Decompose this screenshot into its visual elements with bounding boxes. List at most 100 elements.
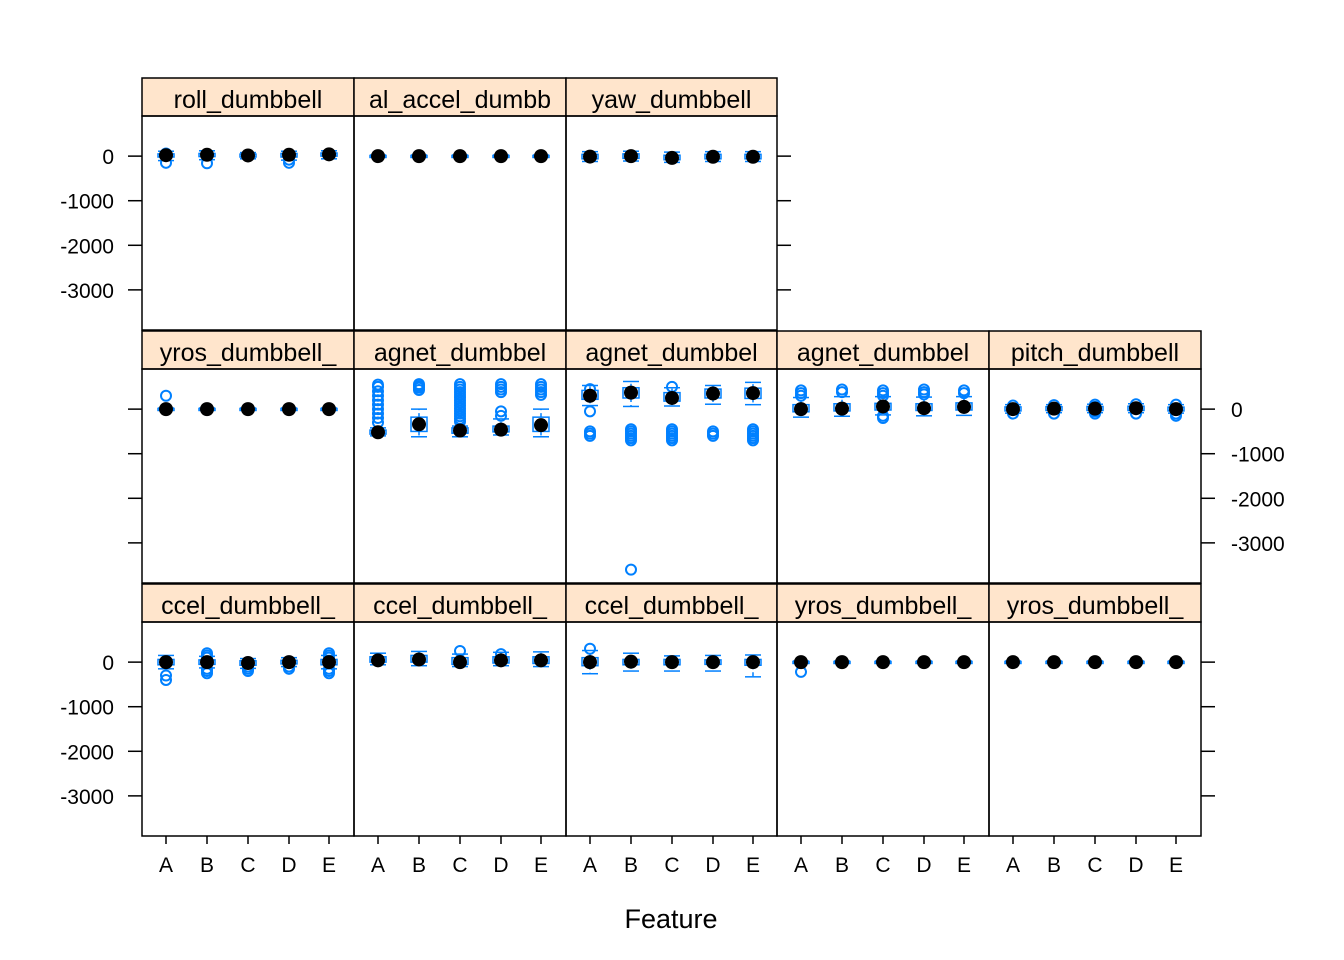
box-C <box>239 656 257 678</box>
x-tick-label: E <box>534 854 548 877</box>
x-tick-label: A <box>371 854 385 877</box>
box-C <box>1086 655 1104 670</box>
panel: yros_dumbbell_ <box>776 583 990 837</box>
panel-strip-label: roll_dumbbell <box>174 86 323 114</box>
outlier-point <box>747 434 759 447</box>
panel-strip-label: pitch_dumbbell <box>1011 339 1179 367</box>
box-C <box>874 384 892 425</box>
panel-strip <box>988 583 1202 623</box>
outlier-point <box>372 389 384 402</box>
outlier-point <box>160 673 172 686</box>
panel-frame <box>141 621 355 837</box>
x-tick-label: E <box>746 854 760 877</box>
median-dot <box>1129 655 1143 670</box>
median-dot <box>241 148 255 163</box>
y-tick-label: -3000 <box>60 786 114 809</box>
median-dot <box>794 655 808 670</box>
median-dot <box>624 149 638 164</box>
outlier-point <box>707 429 719 442</box>
panel-strip-label: yaw_dumbbell <box>592 86 752 114</box>
x-tick-label: A <box>1006 854 1020 877</box>
outlier-point <box>958 387 970 400</box>
outlier-point <box>584 405 596 418</box>
outlier-point <box>160 389 172 402</box>
box-D <box>1127 655 1145 670</box>
box-C <box>451 378 469 438</box>
median-dot <box>835 401 849 416</box>
box-E <box>532 149 550 164</box>
box-E <box>955 384 973 417</box>
x-tick-label: B <box>624 854 638 877</box>
median-dot <box>706 149 720 164</box>
median-dot <box>583 388 597 403</box>
outlier-point <box>584 642 596 655</box>
box-B <box>622 652 640 672</box>
median-dot <box>200 147 214 162</box>
median-dot <box>322 147 336 162</box>
box-A <box>1004 655 1022 670</box>
box-A <box>581 383 599 442</box>
box-B <box>198 647 216 680</box>
panel: yros_dumbbell_ <box>988 583 1202 837</box>
panel-strip <box>988 330 1202 370</box>
box-D <box>915 655 933 670</box>
median-dot <box>282 147 296 162</box>
box-C <box>874 655 892 670</box>
median-dot <box>957 399 971 414</box>
box-A <box>369 149 387 164</box>
median-dot <box>322 655 336 670</box>
median-dot <box>453 149 467 164</box>
axes-layer: 0 -1000 -2000 -3000 0 -1000 -2000 -3000 0 -1000 -2… <box>60 146 1284 877</box>
median-dot <box>494 149 508 164</box>
x-tick-label: C <box>240 854 255 877</box>
median-dot <box>159 148 173 163</box>
panel-strip-label: yros_dumbbell_ <box>1007 592 1185 620</box>
box-B <box>1045 399 1063 420</box>
box-E <box>532 378 550 438</box>
panel-frame <box>353 115 567 331</box>
median-dot <box>159 402 173 417</box>
median-dot <box>412 417 426 432</box>
y-tick-label: -3000 <box>60 280 114 303</box>
median-dot <box>371 149 385 164</box>
y-tick-label: 0 <box>102 652 114 675</box>
panel-strip-label: ccel_dumbbell_ <box>161 592 336 620</box>
box-B <box>410 650 428 667</box>
box-C <box>239 402 257 417</box>
panel-frame <box>988 368 1202 584</box>
box-E <box>532 651 550 668</box>
median-dot <box>1006 402 1020 417</box>
box-E <box>1167 655 1185 670</box>
box-E <box>1167 398 1185 422</box>
box-B <box>410 378 428 438</box>
x-tick-label: B <box>1047 854 1061 877</box>
panel-frame <box>565 115 778 331</box>
box-B <box>410 149 428 164</box>
y-tick-label: -3000 <box>1231 533 1285 556</box>
box-B <box>1045 655 1063 670</box>
outlier-point <box>160 669 172 682</box>
x-tick-label: C <box>875 854 890 877</box>
box-E <box>320 147 338 162</box>
panel-strip-label: agnet_dumbbel <box>585 339 757 367</box>
median-dot <box>624 654 638 669</box>
outlier-point <box>836 386 848 399</box>
y-tick-label: -2000 <box>60 741 114 764</box>
panel-frame <box>776 621 990 837</box>
y-tick-label: 0 <box>102 146 114 169</box>
panel-strip <box>141 77 355 117</box>
x-tick-label: D <box>705 854 720 877</box>
outlier-point <box>413 383 425 396</box>
panel: ccel_dumbbell_ <box>353 583 567 837</box>
median-dot <box>1088 401 1102 416</box>
panel: al_accel_dumbb <box>353 77 567 331</box>
box-E <box>744 381 762 447</box>
median-dot <box>534 418 548 433</box>
box-B <box>833 383 851 418</box>
box-B <box>833 655 851 670</box>
box-D <box>1127 398 1145 420</box>
outlier-point <box>584 429 596 442</box>
box-D <box>492 378 510 437</box>
median-dot <box>1006 655 1020 670</box>
box-A <box>792 384 810 418</box>
